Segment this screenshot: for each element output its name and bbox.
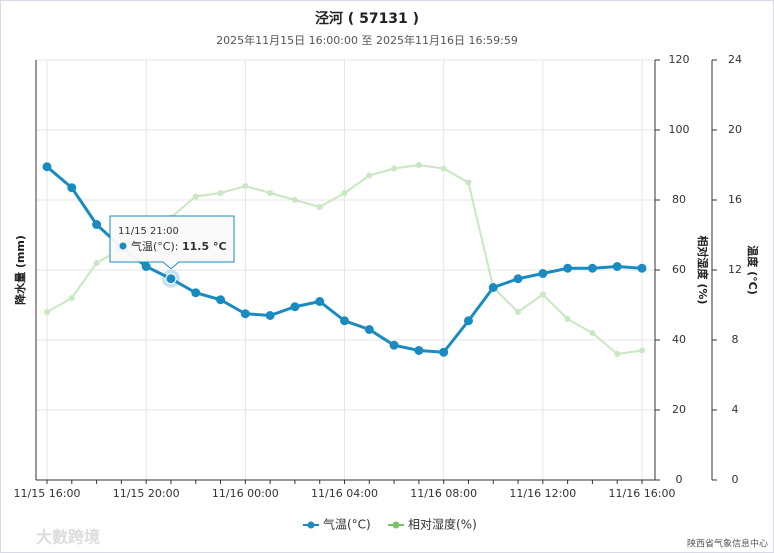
point (265, 311, 275, 320)
point (414, 346, 424, 355)
point (563, 263, 573, 273)
y3-tick-label: 16 (728, 193, 742, 206)
legend-label: 相对湿度(%) (408, 517, 477, 532)
point (364, 325, 374, 334)
point (587, 263, 597, 273)
x-tick-label: 11/15 16:00 (14, 487, 81, 500)
point (612, 262, 622, 271)
point (68, 295, 75, 301)
point (614, 351, 621, 357)
point (439, 347, 449, 357)
y2-tick-label: 100 (669, 123, 690, 136)
tooltip: 11/15 21:00 气温(°C): 11.5 °C (109, 215, 235, 270)
point (538, 269, 548, 278)
point (315, 297, 325, 306)
point (191, 288, 201, 298)
point (290, 302, 300, 312)
point (465, 179, 472, 186)
source: 陕西省气象信息中心 (687, 538, 768, 550)
point (44, 309, 50, 315)
tooltip-box (109, 215, 235, 270)
y2-tick-label: 0 (676, 473, 683, 486)
x-tick-label: 11/16 04:00 (311, 487, 378, 500)
point (192, 193, 199, 200)
point (391, 165, 398, 172)
y2-tick-label: 80 (672, 193, 686, 206)
point (240, 309, 250, 319)
chart-title: 泾河 ( 57131 ) (315, 10, 419, 27)
point (242, 183, 249, 189)
chart-subtitle: 2025年11月15日 16:00:00 至 2025年11月16日 16:59… (216, 33, 518, 47)
legend-marker (307, 521, 315, 529)
tooltip-series: 气温(°C): (131, 239, 182, 253)
tooltip-title: 11/15 21:00 (118, 226, 179, 237)
point (92, 220, 102, 229)
x-tick-label: 11/16 08:00 (410, 487, 477, 500)
point (513, 274, 523, 284)
point (637, 263, 647, 273)
point (389, 340, 399, 350)
y3-tick-label: 8 (732, 333, 739, 346)
point (440, 165, 447, 172)
point (340, 316, 349, 326)
tooltip-value: 11.5 °C (182, 240, 227, 253)
legend-label: 气温(°C) (323, 517, 371, 532)
tooltip-marker (119, 242, 127, 250)
point (564, 316, 571, 322)
y2-axis-title: 相对湿度 (%) (696, 236, 710, 305)
y3-tick-label: 20 (728, 123, 742, 136)
point (291, 197, 298, 203)
legend-marker (392, 521, 400, 529)
y2-tick-label: 60 (672, 263, 686, 276)
x-tick-label: 11/15 20:00 (113, 487, 180, 500)
point (463, 316, 473, 326)
y2-tick-label: 120 (669, 53, 690, 66)
x-tick-label: 11/16 16:00 (609, 487, 676, 500)
x-tick-label: 11/16 00:00 (212, 487, 279, 500)
point (539, 291, 546, 298)
y2-tick-label: 40 (672, 333, 686, 346)
point (639, 347, 645, 354)
point (415, 162, 422, 168)
watermark: 大數跨境 (36, 528, 100, 547)
point (93, 260, 100, 266)
point (341, 190, 348, 196)
point (141, 262, 151, 271)
point (67, 183, 77, 193)
y3-axis-title: 温度 (°C) (746, 245, 760, 294)
point (216, 295, 226, 305)
y3-tick-label: 0 (732, 473, 739, 486)
y3-tick-label: 4 (732, 403, 739, 416)
point (267, 190, 274, 196)
point (589, 330, 596, 336)
point (42, 162, 52, 172)
point (217, 190, 224, 196)
y2-tick-label: 20 (672, 403, 686, 416)
highlight-point (165, 273, 177, 285)
tooltip-label: 气温(°C): 11.5 °C (131, 239, 227, 253)
point (316, 204, 323, 210)
y3-tick-label: 24 (728, 53, 742, 66)
y3-tick-label: 12 (728, 263, 742, 276)
point (366, 172, 373, 179)
y-axis-title: 降水量 (mm) (13, 235, 27, 305)
point (488, 283, 498, 292)
point (515, 309, 522, 315)
x-tick-label: 11/16 12:00 (509, 487, 576, 500)
